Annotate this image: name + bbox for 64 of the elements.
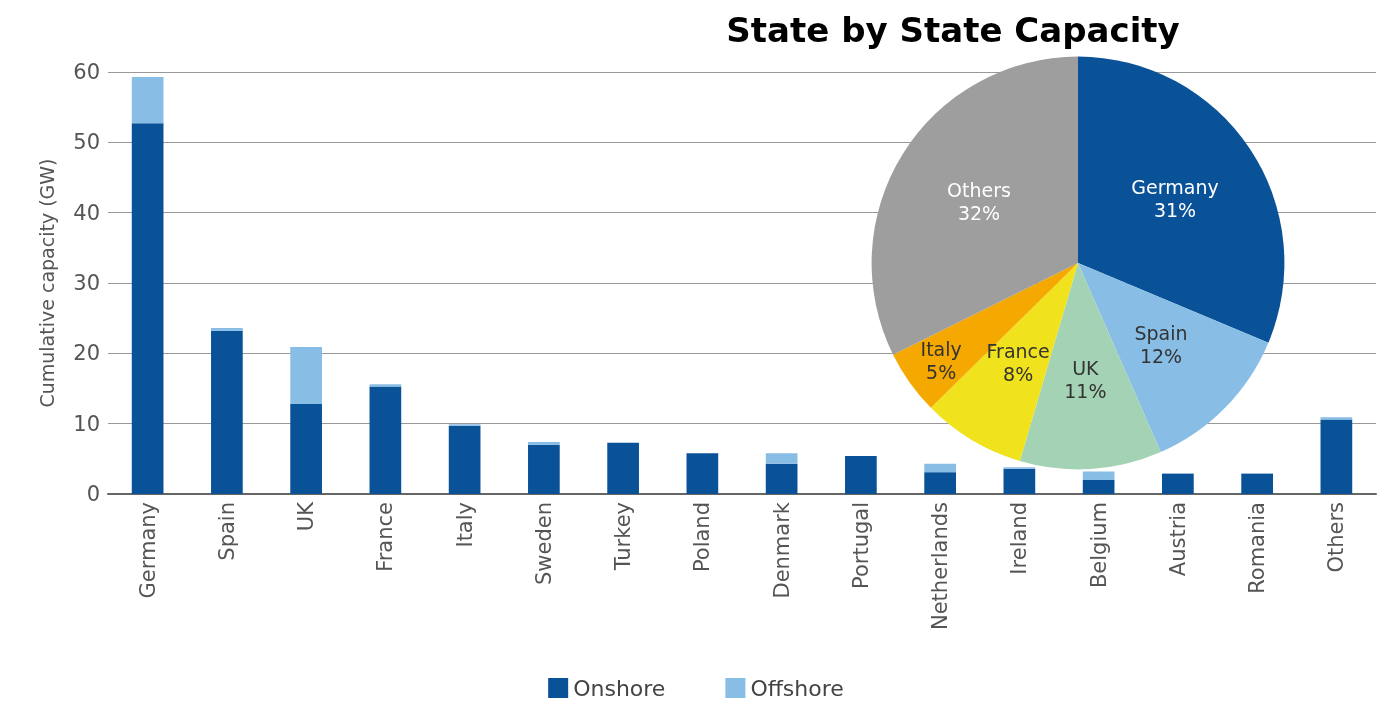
bar xyxy=(131,76,164,124)
slice-label: Italy xyxy=(920,337,962,360)
chart-title: State by State Capacity xyxy=(726,10,1180,50)
data-label: 31% xyxy=(1153,198,1197,221)
bar xyxy=(211,328,243,331)
legend-label: Onshore xyxy=(573,675,666,701)
y-tick-label: 10 xyxy=(73,411,100,436)
x-tick-label: Denmark xyxy=(769,501,794,599)
y-axis-title: Cumulative capacity (GW) xyxy=(35,158,58,408)
x-tick-label: Austria xyxy=(1165,502,1190,577)
x-tick-label: Romania xyxy=(1245,502,1270,594)
slice-label: Others xyxy=(947,179,1011,202)
bar xyxy=(1162,473,1194,494)
bar xyxy=(1082,471,1115,480)
slice-label: Spain xyxy=(1134,322,1188,345)
x-tick-label: France xyxy=(373,502,398,572)
bar xyxy=(1320,419,1353,494)
data-label: 32% xyxy=(957,202,1001,225)
data-label: 11% xyxy=(1064,379,1107,402)
bar xyxy=(211,330,243,494)
legend-label: Offshore xyxy=(750,675,844,701)
bar xyxy=(528,444,560,494)
x-tick-label: Sweden xyxy=(531,502,556,585)
x-tick-label: Others xyxy=(1324,502,1349,573)
bar xyxy=(845,456,877,494)
x-tick-label: Germany xyxy=(135,502,160,599)
bar xyxy=(924,463,956,473)
slice-label: Germany xyxy=(1131,175,1219,198)
x-tick-label: Belgium xyxy=(1086,502,1111,589)
y-tick-label: 30 xyxy=(73,271,100,295)
bar xyxy=(686,453,719,494)
data-label: 5% xyxy=(926,360,957,383)
bar xyxy=(369,384,402,387)
bar xyxy=(1320,417,1353,420)
slice-label: France xyxy=(986,340,1050,363)
bar xyxy=(1082,479,1115,494)
x-tick-label: Portugal xyxy=(848,502,873,589)
x-tick-label: Netherlands xyxy=(928,502,953,631)
x-tick-label: Poland xyxy=(690,502,715,573)
bar xyxy=(528,441,560,445)
bar xyxy=(290,403,322,494)
slice-label: UK xyxy=(1072,356,1100,379)
data-label: 12% xyxy=(1139,345,1183,368)
y-tick-label: 60 xyxy=(73,60,100,84)
bar xyxy=(765,463,798,494)
y-tick-label: 0 xyxy=(86,482,100,506)
y-tick-label: 50 xyxy=(73,130,100,155)
x-tick-label: Italy xyxy=(452,502,477,548)
y-tick-label: 20 xyxy=(73,341,100,366)
y-tick-label: 40 xyxy=(73,200,100,225)
bar xyxy=(369,386,402,494)
data-label: 8% xyxy=(1003,363,1034,386)
bar xyxy=(1003,468,1036,494)
x-tick-label: UK xyxy=(294,500,319,532)
bar xyxy=(924,472,956,494)
bar xyxy=(290,347,322,404)
bar xyxy=(765,453,798,464)
x-tick-label: Ireland xyxy=(1007,502,1032,575)
bar xyxy=(131,123,164,494)
x-tick-label: Spain xyxy=(214,502,239,561)
bar xyxy=(448,425,481,494)
bar xyxy=(607,442,639,494)
bar xyxy=(1241,473,1273,494)
x-tick-label: Turkey xyxy=(611,502,636,572)
